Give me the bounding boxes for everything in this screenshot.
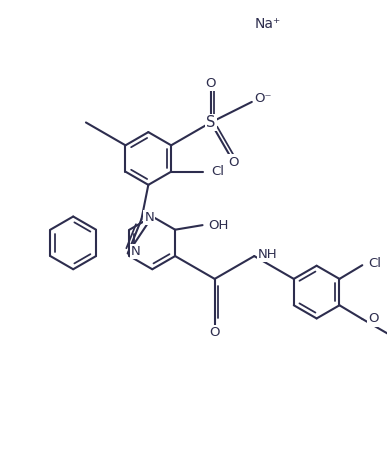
Text: O: O: [368, 313, 379, 325]
Text: Cl: Cl: [211, 165, 224, 178]
Text: N: N: [131, 245, 140, 258]
Text: Cl: Cl: [368, 257, 381, 270]
Text: NH: NH: [258, 248, 278, 260]
Text: O: O: [228, 155, 239, 169]
Text: N: N: [144, 211, 154, 224]
Text: O: O: [206, 77, 216, 90]
Text: S: S: [206, 115, 215, 130]
Text: O: O: [210, 326, 220, 339]
Text: OH: OH: [208, 219, 229, 231]
Text: O⁻: O⁻: [254, 92, 271, 106]
Text: Na⁺: Na⁺: [255, 18, 281, 31]
